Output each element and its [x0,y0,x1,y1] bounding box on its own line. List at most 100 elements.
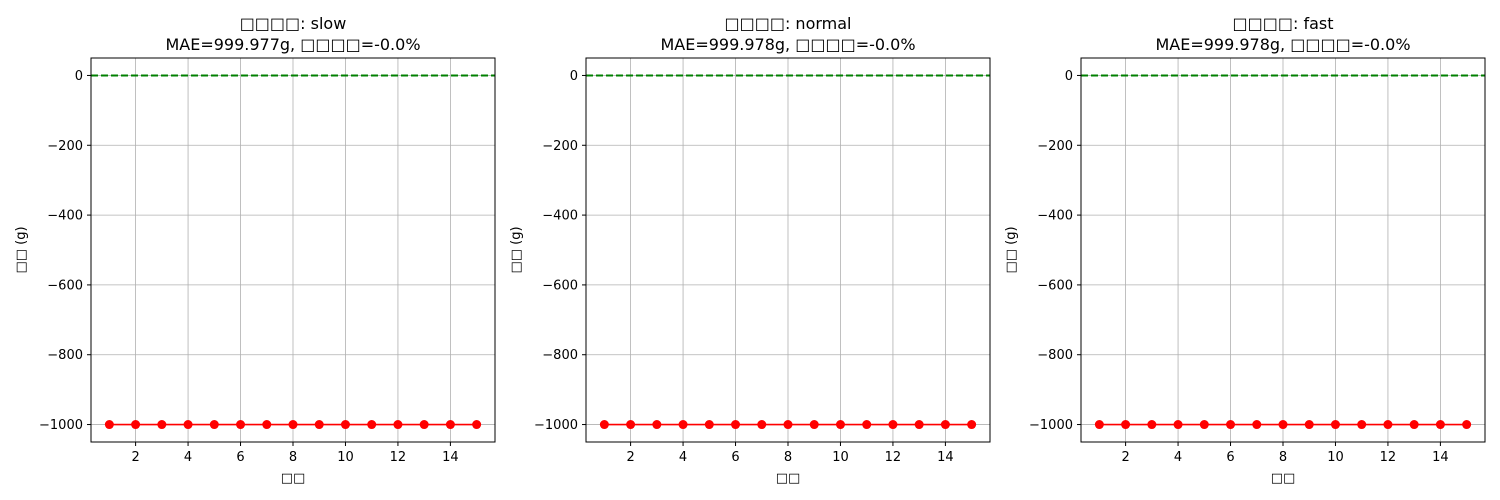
data-point [1409,420,1419,430]
x-tick-label: 2 [131,450,139,465]
y-tick-label: −1000 [534,418,578,433]
y-tick-label: −400 [1037,209,1073,224]
x-tick-label: 4 [679,450,687,465]
data-point [783,420,793,430]
data-point [809,420,819,430]
data-point [1147,420,1157,430]
x-tick-label: 8 [1279,450,1287,465]
data-point [599,420,609,430]
chart-title: □□□□: normal [724,14,851,33]
data-point [393,420,403,430]
data-point [209,420,219,430]
data-point [888,420,898,430]
x-tick-label: 6 [1226,450,1234,465]
data-point [236,420,246,430]
x-tick-label: 4 [184,450,192,465]
data-point [731,420,741,430]
y-tick-label: −400 [47,209,83,224]
data-point [835,420,845,430]
data-point [1121,420,1131,430]
subplot-1: □□□□: slow MAE=999.977g, □□□□=-0.0% 2 4 6 8 10… [14,14,496,486]
x-tick-label: 4 [1174,450,1182,465]
data-point [1462,420,1472,430]
data-point [678,420,688,430]
data-point [1199,420,1209,430]
data-point [1304,420,1314,430]
x-tick-label: 10 [337,450,354,465]
data-point [704,420,714,430]
chart-subtitle: MAE=999.978g, □□□□=-0.0% [1155,35,1410,54]
data-point [1252,420,1262,430]
y-tick-label: −200 [47,139,83,154]
data-point [1226,420,1236,430]
chart-title: □□□□: slow [240,14,347,33]
data-point [367,420,377,430]
data-point [626,420,636,430]
x-tick-label: 2 [626,450,634,465]
data-point [288,420,298,430]
y-tick-label: 0 [75,69,83,84]
x-tick-label: 14 [937,450,954,465]
data-point [1094,420,1104,430]
x-axis-label: □□ [776,471,801,486]
data-point [262,420,272,430]
data-point [757,420,767,430]
data-point [652,420,662,430]
y-tick-label: 0 [570,69,578,84]
x-tick-label: 10 [832,450,849,465]
chart-title: □□□□: fast [1233,14,1334,33]
data-point [419,420,429,430]
y-axis-label: □□ (g) [14,226,29,273]
y-tick-label: −200 [1037,139,1073,154]
y-tick-label: −800 [47,348,83,363]
chart-subtitle: MAE=999.978g, □□□□=-0.0% [660,35,915,54]
y-tick-label: −800 [1037,348,1073,363]
x-tick-label: 8 [784,450,792,465]
x-tick-label: 8 [289,450,297,465]
data-point [314,420,324,430]
y-tick-label: −600 [1037,278,1073,293]
x-tick-label: 2 [1121,450,1129,465]
data-point [1435,420,1445,430]
y-tick-label: −800 [542,348,578,363]
data-point [131,420,141,430]
x-axis-label: □□ [281,471,306,486]
chart-subtitle: MAE=999.977g, □□□□=-0.0% [165,35,420,54]
data-point [967,420,977,430]
y-axis-label: □□ (g) [509,226,524,273]
subplot-2: □□□□: normal MAE=999.978g, □□□□=-0.0% 2 4 6 8… [509,14,991,486]
data-point [914,420,924,430]
y-tick-label: −600 [542,278,578,293]
y-tick-label: −600 [47,278,83,293]
data-point [940,420,950,430]
data-point [1173,420,1183,430]
y-tick-label: −1000 [1029,418,1073,433]
y-axis-label: □□ (g) [1004,226,1019,273]
y-tick-label: −400 [542,209,578,224]
data-point [104,420,114,430]
x-tick-label: 14 [442,450,459,465]
x-tick-label: 12 [1380,450,1397,465]
x-tick-label: 10 [1327,450,1344,465]
data-point [1330,420,1340,430]
data-point [1357,420,1367,430]
y-tick-label: 0 [1065,69,1073,84]
y-tick-label: −200 [542,139,578,154]
subplot-3: □□□□: fast MAE=999.978g, □□□□=-0.0% 2 4 6 8 10… [1004,14,1486,486]
x-tick-label: 14 [1432,450,1449,465]
data-point [183,420,193,430]
x-tick-label: 12 [390,450,407,465]
data-point [445,420,455,430]
data-point [1278,420,1288,430]
data-point [862,420,872,430]
data-point [472,420,482,430]
x-axis-label: □□ [1271,471,1296,486]
data-point [1383,420,1393,430]
x-tick-label: 6 [236,450,244,465]
y-tick-label: −1000 [39,418,83,433]
x-tick-label: 6 [731,450,739,465]
data-point [157,420,167,430]
data-point [340,420,350,430]
x-tick-label: 12 [885,450,902,465]
